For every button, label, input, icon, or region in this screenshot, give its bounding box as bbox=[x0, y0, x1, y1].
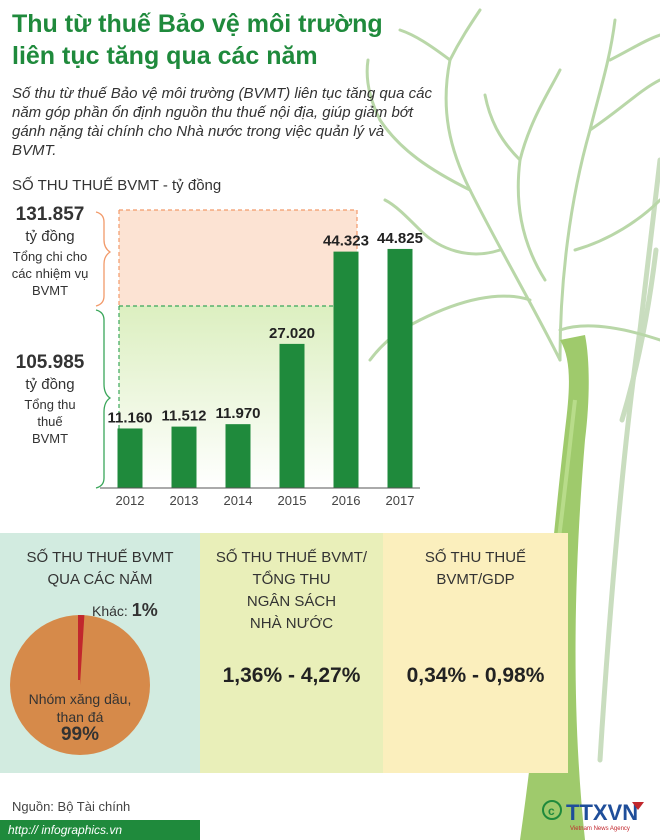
pie-label-other: Khác: 1% bbox=[92, 600, 158, 621]
revenue-value: 105.985 bbox=[15, 352, 85, 373]
bar-value-label-2016: 44.323 bbox=[323, 233, 369, 250]
pie-slice-other bbox=[80, 615, 85, 685]
panel-2-title-line-2: TỔNG THU bbox=[252, 571, 331, 588]
bar-value-label-2012: 11.160 bbox=[107, 409, 152, 426]
tree-branches bbox=[365, 8, 660, 362]
x-tick-2013: 2013 bbox=[170, 493, 199, 508]
pie-label-fuel-line-1: Nhóm xăng dầu, bbox=[28, 691, 132, 707]
panel-1-title: SỐ THU THUẾ BVMT QUA CÁC NĂM bbox=[0, 547, 200, 591]
svg-text:c: c bbox=[548, 804, 555, 818]
title-line-2: liên tục tăng qua các năm bbox=[12, 42, 318, 70]
panel-1-title-line-1: SỐ THU THUẾ BVMT bbox=[26, 549, 174, 566]
x-tick-2017: 2017 bbox=[386, 493, 415, 508]
revenue-label-line-1: Tổng thu bbox=[24, 397, 76, 412]
logo-wordmark: TTXVN bbox=[566, 800, 638, 825]
annotation-total-spend: 131.857 tỷ đồng Tổng chi cho các nhiệm v… bbox=[2, 204, 98, 299]
x-tick-2016: 2016 bbox=[332, 493, 361, 508]
source-note: Nguồn: Bộ Tài chính bbox=[12, 799, 131, 814]
bar-value-label-2017: 44.825 bbox=[377, 230, 423, 247]
spend-label-line-1: Tổng chi cho bbox=[12, 249, 88, 264]
bar-value-label-2015: 27.020 bbox=[269, 325, 315, 342]
revenue-label-line-3: BVMT bbox=[31, 431, 69, 446]
spend-brace bbox=[95, 211, 112, 307]
bar-group: 11.160 2012 11.512 2013 11.970 2014 27.020 2015… bbox=[107, 230, 422, 508]
panel-2-title-line-1: SỐ THU THUẾ BVMT/ bbox=[215, 549, 368, 566]
bar-2017 bbox=[387, 248, 413, 488]
page-title: Thu từ thuế Bảo vệ môi trường liên tục t… bbox=[12, 8, 432, 72]
logo-subtitle: Vietnam News Agency bbox=[570, 826, 630, 832]
chart-heading: SỐ THU THUẾ BVMT - tỷ đồng bbox=[12, 177, 222, 194]
panel-3-title-line-1: SỐ THU THUẾ bbox=[424, 549, 527, 566]
panel-share-of-gdp: SỐ THU THUẾ BVMT/GDP bbox=[383, 533, 568, 773]
revenue-unit: tỷ đồng bbox=[25, 376, 75, 393]
revenue-label: Tổng thu thuế BVMT bbox=[2, 396, 98, 447]
bar-value-label-2014: 11.970 bbox=[215, 405, 260, 422]
bar-value-label-2013: 11.512 bbox=[161, 408, 206, 425]
revenue-brace bbox=[95, 309, 112, 489]
panel-2-title-line-4: NHÀ NƯỚC bbox=[249, 615, 334, 632]
pie-label-fuel-value: 99% bbox=[60, 724, 100, 745]
panel-1-title-line-2: QUA CÁC NĂM bbox=[47, 571, 153, 588]
website-link[interactable]: http:// infographics.vn bbox=[0, 820, 200, 840]
spend-label-line-3: BVMT bbox=[31, 283, 69, 298]
ttxvn-logo: c TTXVN Vietnam News Agency bbox=[542, 800, 644, 832]
spend-unit: tỷ đồng bbox=[25, 228, 75, 245]
bar-2013 bbox=[171, 426, 197, 488]
revenue-label-line-2: thuế bbox=[37, 414, 63, 429]
bar-2012 bbox=[117, 428, 143, 488]
logo-accent bbox=[632, 802, 644, 810]
bar-chart: 11.160 2012 11.512 2013 11.970 2014 27.020 2015… bbox=[95, 209, 423, 508]
spend-label: Tổng chi cho các nhiệm vụ BVMT bbox=[2, 248, 98, 299]
spend-band bbox=[119, 210, 357, 306]
panel-3-title-line-2: BVMT/GDP bbox=[436, 571, 515, 588]
bar-2014 bbox=[225, 424, 251, 488]
pie-label-other-value: 1% bbox=[131, 600, 158, 620]
x-tick-2012: 2012 bbox=[116, 493, 145, 508]
x-tick-2014: 2014 bbox=[224, 493, 253, 508]
spend-value: 131.857 bbox=[15, 204, 85, 225]
pie-label-fuel: Nhóm xăng dầu, than đá 99% bbox=[20, 690, 140, 744]
bar-2015 bbox=[279, 343, 305, 488]
panel-3-title: SỐ THU THUẾ BVMT/GDP bbox=[383, 547, 568, 591]
x-tick-2015: 2015 bbox=[278, 493, 307, 508]
panel-2-title: SỐ THU THUẾ BVMT/ TỔNG THU NGÂN SÁCH NHÀ… bbox=[200, 547, 383, 635]
intro-text: Số thu từ thuế Bảo vệ môi trường (BVMT) … bbox=[12, 85, 432, 159]
panel-share-of-budget: SỐ THU THUẾ BVMT/ TỔNG THU NGÂN SÁCH NHÀ… bbox=[200, 533, 383, 773]
title-line-1: Thu từ thuế Bảo vệ môi trường bbox=[12, 10, 383, 38]
bar-2016 bbox=[333, 251, 359, 488]
budget-share-value: 1,36% - 4,27% bbox=[222, 664, 361, 687]
gdp-share-value: 0,34% - 0,98% bbox=[406, 664, 545, 687]
spend-label-line-2: các nhiệm vụ bbox=[11, 266, 89, 281]
pie-label-fuel-line-2: than đá bbox=[56, 709, 104, 725]
pie-label-other-name: Khác: bbox=[92, 603, 128, 619]
copyright-icon bbox=[542, 800, 562, 820]
tree-branches-back bbox=[597, 157, 660, 763]
panel-2-title-line-3: NGÂN SÁCH bbox=[246, 593, 337, 610]
annotation-total-revenue: 105.985 tỷ đồng Tổng thu thuế BVMT bbox=[2, 352, 98, 447]
